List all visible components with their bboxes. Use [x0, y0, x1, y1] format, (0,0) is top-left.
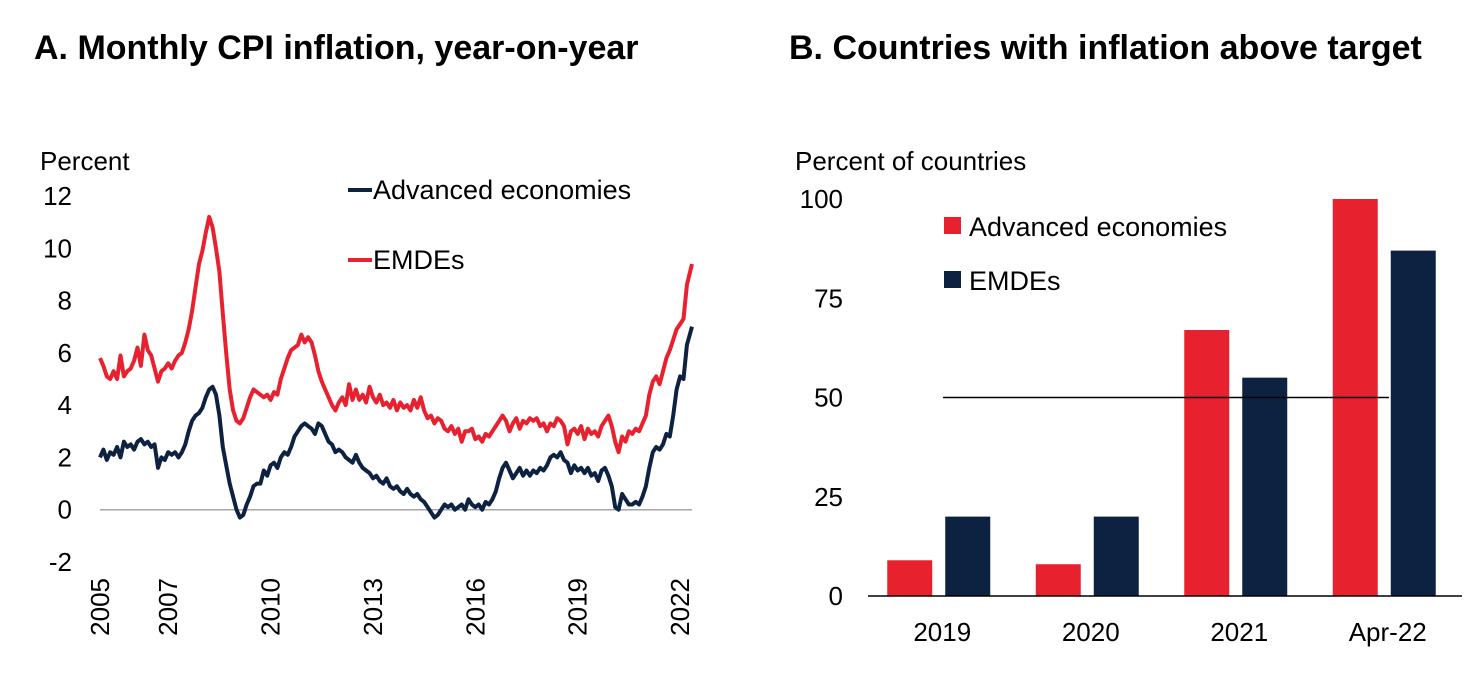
x-tick-label: 2020: [1062, 617, 1120, 647]
panel-b-y-unit: Percent of countries: [795, 146, 1026, 176]
y-tick-label: 4: [58, 390, 72, 420]
bar-advanced-economies-2021: [1184, 330, 1230, 596]
bar-emdes-2020: [1093, 516, 1139, 596]
legend-swatch: [944, 271, 961, 288]
y-tick-label: 12: [43, 181, 72, 211]
y-tick-label: 0: [829, 581, 843, 611]
panel-a-y-unit: Percent: [40, 146, 130, 176]
x-tick-label: Apr-22: [1349, 617, 1427, 647]
legend-label: Advanced economies: [969, 212, 1227, 242]
x-tick-label: 2010: [256, 578, 286, 636]
x-tick-label: 2005: [85, 578, 115, 636]
x-tick-label: 2013: [358, 578, 388, 636]
panel-b-bar-chart: 100 75 50 25 0 2019 2020 2021 Apr-22 Advanced eco…: [800, 184, 1462, 647]
y-tick-label: 25: [814, 482, 843, 512]
series-line-emdes: [98, 214, 694, 455]
legend-label: EMDEs: [373, 245, 465, 275]
x-tick-label: 2016: [460, 578, 490, 636]
bar-emdes-apr-22: [1390, 250, 1436, 597]
y-tick-label: -2: [49, 547, 72, 577]
y-tick-label: 8: [58, 286, 72, 316]
y-tick-label: 100: [800, 184, 843, 214]
x-tick-label: 2021: [1210, 617, 1268, 647]
bar-advanced-economies-2019: [887, 560, 933, 596]
series-line-advanced-economies: [98, 326, 694, 520]
bar-emdes-2019: [945, 516, 991, 596]
legend-label: EMDEs: [969, 266, 1061, 296]
y-tick-label: 10: [43, 233, 72, 263]
x-tick-label: 2019: [913, 617, 971, 647]
x-tick-label: 2007: [153, 578, 183, 636]
legend-label: Advanced economies: [373, 175, 631, 205]
y-tick-label: 0: [58, 495, 72, 525]
x-tick-label: 2022: [665, 578, 695, 636]
bar-advanced-economies-2020: [1035, 564, 1081, 596]
y-tick-label: 75: [814, 283, 843, 313]
x-tick-label: 2019: [563, 578, 593, 636]
y-tick-label: 2: [58, 442, 72, 472]
bar-emdes-2021: [1242, 377, 1288, 596]
panel-a-title: A. Monthly CPI inflation, year-on-year: [34, 29, 639, 67]
panel-b-title: B. Countries with inflation above target: [789, 29, 1422, 67]
legend-swatch: [944, 217, 961, 234]
panel-a-line-chart: 12 10 8 6 4 2 0 -2 2005 2007 2010 2013 2016 2019 2022 A…: [43, 175, 695, 636]
y-tick-label: 6: [58, 338, 72, 368]
y-tick-label: 50: [814, 383, 843, 413]
